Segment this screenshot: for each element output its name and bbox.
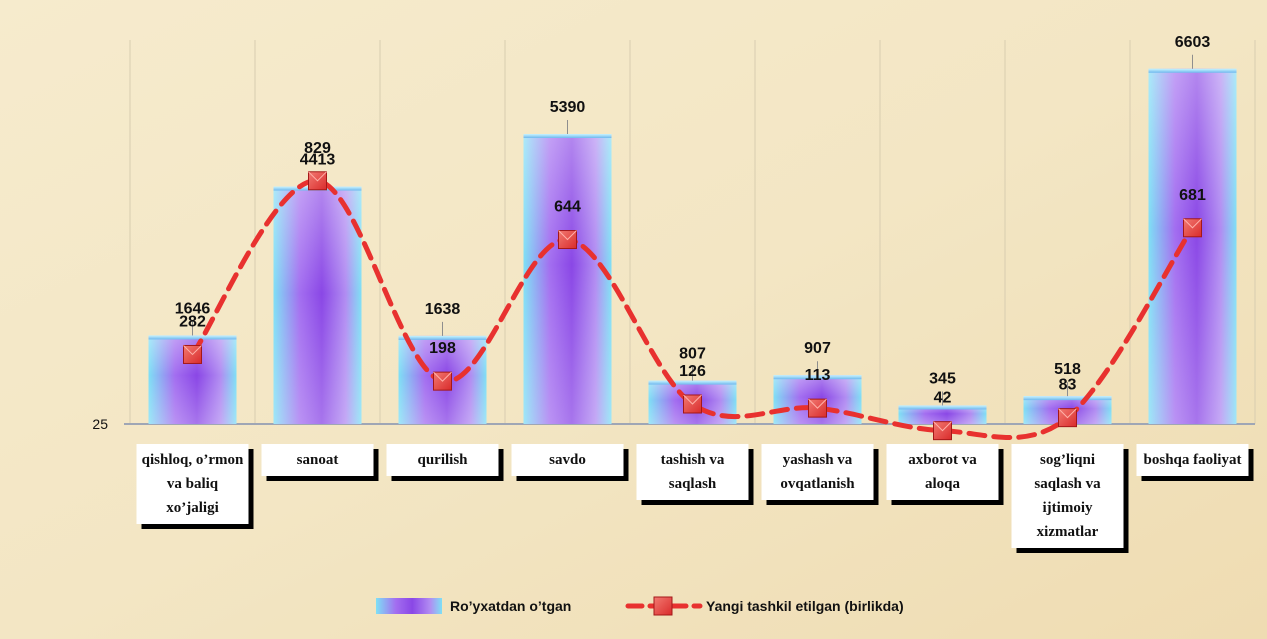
bar-cap — [523, 134, 612, 139]
line-marker-shine — [683, 394, 702, 405]
legend-line-label: Yangi tashkil etilgan (birlikda) — [706, 598, 904, 614]
category-label: xizmatlar — [1037, 524, 1099, 540]
bar-highlight — [1148, 68, 1237, 424]
line-marker-shine — [1183, 218, 1202, 229]
line-marker-shine — [933, 421, 952, 432]
bar-cap — [148, 335, 237, 340]
bar-highlight — [273, 186, 362, 424]
category-label: ovqatlanish — [780, 476, 855, 492]
category-label: saqlash — [669, 476, 717, 492]
bar-cap — [648, 380, 737, 385]
line-value-label: 42 — [934, 390, 952, 407]
bar-cap — [398, 335, 487, 340]
category-label: tashish va — [661, 452, 725, 468]
category-label-box — [1136, 444, 1249, 476]
line-marker-shine — [183, 345, 202, 356]
line-value-label: 83 — [1059, 377, 1077, 394]
bar-value-label: 6603 — [1175, 34, 1211, 51]
line-series-path — [190, 178, 1195, 440]
line-marker-shine — [558, 230, 577, 241]
category-label: sanoat — [297, 452, 339, 468]
bar-cap — [1148, 68, 1237, 73]
bar-value-label: 1646 — [175, 300, 211, 317]
line-marker-shine — [433, 371, 452, 382]
line-value-label: 681 — [1179, 187, 1206, 204]
legend-bar-swatch — [376, 598, 442, 614]
bar-value-label: 345 — [929, 370, 956, 387]
y-axis-tick-label: 25 — [92, 416, 108, 432]
bar-highlight — [898, 405, 987, 424]
bar-cap — [773, 375, 862, 380]
bar-value-label: 1638 — [425, 301, 461, 318]
category-label-box — [386, 444, 499, 476]
line-marker-shine — [308, 171, 327, 182]
line-value-label: 198 — [429, 340, 456, 357]
category-label-box — [761, 444, 874, 500]
legend-line-marker — [653, 596, 673, 616]
legend-bar-label: Ro’yxatdan o’tgan — [450, 598, 571, 614]
line-value-label: 829 — [304, 140, 331, 157]
bar-cap — [1023, 396, 1112, 401]
category-label-box — [261, 444, 374, 476]
bar-value-label: 907 — [804, 340, 831, 357]
category-label-box — [1011, 444, 1124, 548]
category-label: qurilish — [417, 452, 468, 468]
category-label: xo’jaligi — [166, 500, 219, 516]
line-value-label: 113 — [805, 367, 831, 384]
category-label: va baliq — [167, 476, 219, 492]
category-label: axborot va — [908, 452, 977, 468]
category-label: ijtimoiy — [1043, 500, 1093, 516]
line-marker-shine — [1058, 408, 1077, 419]
category-label-box — [511, 444, 624, 476]
category-label-box — [636, 444, 749, 500]
line-value-label: 644 — [554, 199, 581, 216]
bar-value-label: 807 — [679, 346, 706, 363]
bar-value-label: 4413 — [300, 152, 336, 169]
category-label: savdo — [549, 452, 586, 468]
category-label: boshqa faoliyat — [1144, 452, 1242, 468]
category-label-box — [886, 444, 999, 500]
category-label: sog’liqni — [1040, 452, 1095, 468]
category-label: aloqa — [925, 476, 961, 492]
line-marker-shine — [808, 398, 827, 409]
line-value-label: 282 — [179, 313, 206, 330]
category-label-box — [136, 444, 249, 524]
bar-cap — [898, 405, 987, 410]
bar-value-label: 5390 — [550, 99, 586, 116]
category-label: yashash va — [783, 452, 853, 468]
line-value-label: 126 — [679, 363, 706, 380]
bar-value-label: 518 — [1054, 361, 1081, 378]
bar-highlight — [523, 134, 612, 424]
category-label: saqlash va — [1034, 476, 1101, 492]
category-label: qishloq, o’rmon — [142, 452, 244, 468]
